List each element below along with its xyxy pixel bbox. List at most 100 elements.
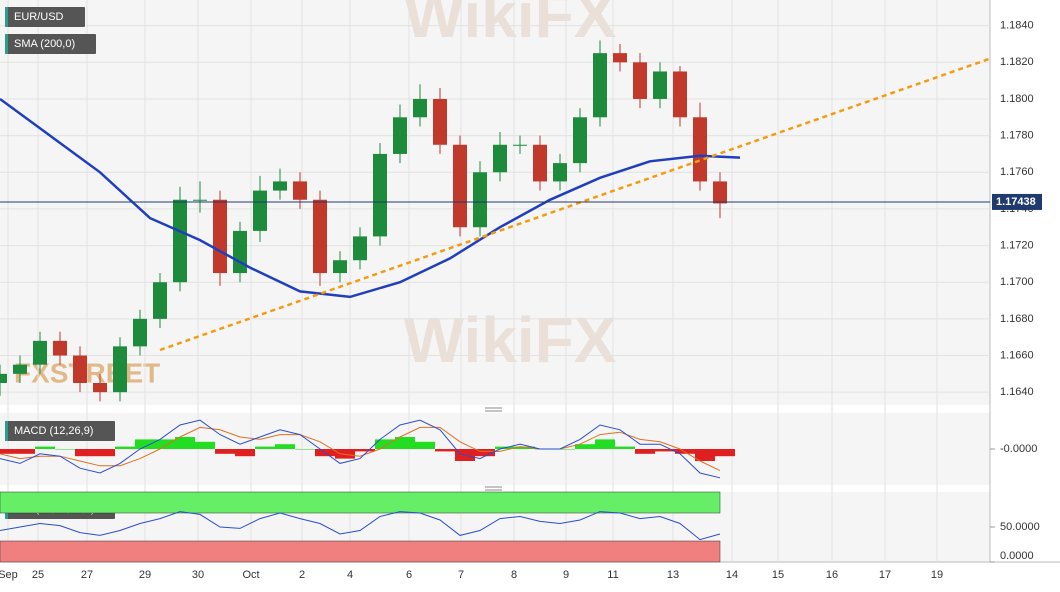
candle-body — [373, 153, 387, 237]
indicator-label: SMA (200,0) — [14, 38, 75, 50]
macd-signal-line — [0, 426, 721, 472]
candle-body — [173, 199, 187, 283]
x-tick-label: 7 — [458, 569, 464, 581]
x-tick-label: 14 — [726, 569, 738, 581]
label-box-accent — [5, 421, 8, 441]
macd-histogram-bar — [695, 449, 715, 461]
candle-body — [693, 117, 707, 182]
macd-histogram-bar — [635, 449, 655, 454]
candle-body — [73, 355, 87, 384]
trend-line — [159, 57, 991, 352]
y-tick-label: 1.1820 — [1000, 56, 1034, 68]
candle-body — [193, 199, 207, 201]
y-tick-label: 1.1760 — [1000, 166, 1034, 178]
candle-body — [673, 71, 687, 118]
x-tick-label: 4 — [347, 569, 353, 581]
candle-body — [293, 181, 307, 200]
x-tick-label: 9 — [563, 569, 569, 581]
x-tick-label: 27 — [81, 569, 93, 581]
macd-histogram-bar — [595, 439, 615, 449]
candle-body — [413, 98, 427, 118]
x-tick-label: 17 — [879, 569, 891, 581]
candle-body — [453, 144, 467, 228]
candle-body — [13, 364, 27, 374]
candle-body — [433, 98, 447, 145]
macd-histogram-bar — [355, 449, 375, 452]
candle-body — [0, 373, 7, 384]
x-tick-label: 13 — [667, 569, 679, 581]
macd-histogram-bar — [195, 441, 215, 449]
candle-body — [253, 190, 267, 231]
y-tick-label: 1.1680 — [1000, 313, 1034, 325]
macd-histogram-bar — [35, 446, 55, 449]
candle-body — [633, 62, 647, 99]
current-price-box — [992, 193, 1042, 210]
macd-histogram-bar — [75, 449, 95, 457]
candle-body — [313, 199, 327, 274]
x-tick-label: Sep — [0, 569, 18, 581]
candle-body — [53, 340, 67, 356]
macd-histogram-bar — [275, 444, 295, 449]
macd-histogram-bar — [55, 449, 75, 450]
macd-histogram-bar — [415, 441, 435, 449]
label-box-accent — [5, 34, 8, 54]
candle-body — [93, 383, 107, 393]
macd-histogram-bar — [375, 439, 395, 449]
label-box — [5, 34, 96, 54]
x-tick-label: 15 — [772, 569, 784, 581]
macd-line — [0, 419, 721, 479]
label-box — [5, 7, 85, 27]
macd-histogram-bar — [175, 437, 195, 449]
candle-body — [333, 260, 347, 274]
candle-body — [213, 199, 227, 274]
label-box-accent — [5, 7, 8, 27]
candle-body — [33, 340, 47, 365]
x-tick-label: 30 — [192, 569, 204, 581]
macd-histogram-bar — [515, 446, 535, 449]
x-tick-label: 8 — [511, 569, 517, 581]
x-tick-label: Oct — [242, 569, 259, 581]
candle-body — [533, 144, 547, 182]
rsi-oversold-zone — [0, 540, 721, 563]
macd-histogram-bar — [135, 439, 155, 449]
rsi-line — [0, 511, 721, 541]
candle-body — [353, 236, 367, 261]
rsi-tick-label: 0.0000 — [1000, 550, 1034, 562]
candle-body — [553, 163, 567, 182]
y-tick-label: 1.1700 — [1000, 276, 1034, 288]
panel-handle[interactable] — [485, 486, 502, 491]
y-tick-label: 1.1840 — [1000, 20, 1034, 32]
candle-body — [593, 53, 607, 118]
macd-histogram-bar — [115, 446, 135, 449]
macd-histogram-bar — [475, 449, 495, 457]
y-tick-label: 1.1800 — [1000, 93, 1034, 105]
candle-body — [113, 346, 127, 393]
candle-body — [653, 71, 667, 99]
x-tick-label: 25 — [32, 569, 44, 581]
watermark: WikiFX — [404, 304, 617, 376]
x-tick-label: 29 — [139, 569, 151, 581]
y-tick-label: 1.1780 — [1000, 130, 1034, 142]
macd-histogram-bar — [255, 446, 275, 449]
macd-histogram-bar — [95, 449, 115, 457]
indicator-label: MACD (12,26,9) — [14, 425, 93, 437]
y-tick-label: 1.1660 — [1000, 349, 1034, 361]
candle-body — [493, 144, 507, 173]
candle-body — [473, 172, 487, 228]
y-tick-label: 1.1640 — [1000, 386, 1034, 398]
macd-histogram-bar — [215, 449, 235, 454]
panel-handle[interactable] — [485, 407, 502, 412]
price-panel — [0, 0, 990, 405]
sma-line — [0, 97, 741, 299]
x-tick-label: 6 — [406, 569, 412, 581]
macd-histogram-bar — [395, 437, 415, 449]
macd-histogram-bar — [555, 449, 575, 450]
candle-body — [153, 282, 167, 319]
macd-histogram-bar — [575, 444, 595, 449]
y-tick-label: 1.1720 — [1000, 239, 1034, 251]
candle-body — [273, 181, 287, 191]
current-price-label: 1.17438 — [996, 196, 1036, 208]
macd-histogram-bar — [235, 449, 255, 457]
